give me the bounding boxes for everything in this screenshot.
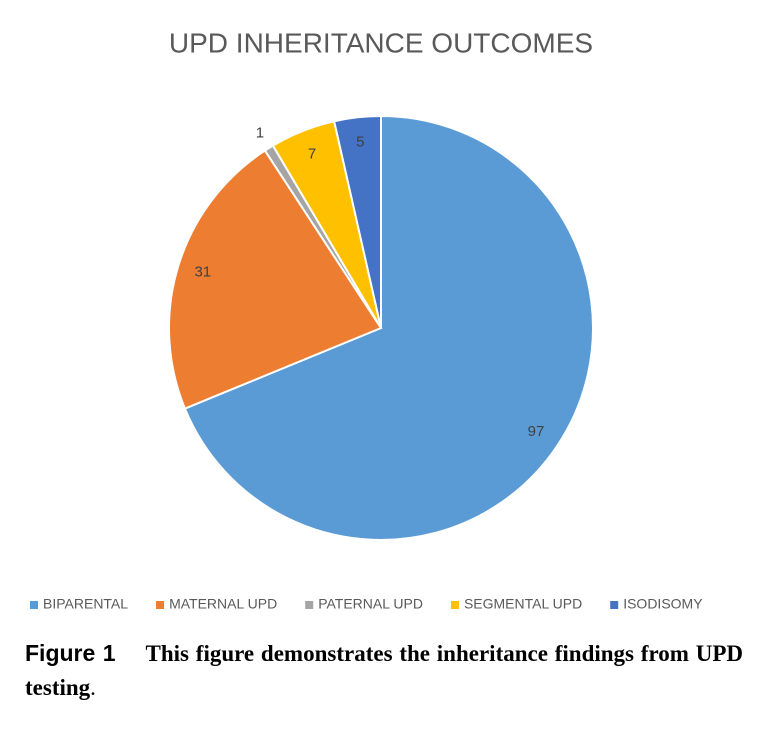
- legend-swatch: [156, 601, 165, 609]
- pie-slice: [183, 114, 594, 541]
- legend-swatch: [610, 601, 619, 609]
- chart-title: UPD INHERITANCE OUTCOMES: [169, 27, 593, 58]
- pie-slice: [332, 114, 382, 329]
- data-label: 5: [356, 134, 364, 151]
- legend-label: PATERNAL UPD: [318, 596, 423, 612]
- legend-label: SEGMENTAL UPD: [464, 596, 582, 612]
- legend-swatch: [30, 601, 38, 609]
- caption-text: This figure demonstrates the inheritance…: [25, 641, 743, 700]
- caption: Figure 1 This figure demonstrates the inh…: [25, 636, 743, 705]
- data-label: 97: [528, 423, 545, 440]
- legend-swatch: [305, 601, 314, 609]
- data-label: 7: [308, 146, 316, 163]
- legend-swatch: [450, 601, 459, 609]
- data-label: 31: [194, 264, 211, 281]
- pie-slice: [168, 149, 383, 410]
- legend-label: MATERNAL UPD: [169, 596, 277, 612]
- legend-label: ISODISOMY: [623, 596, 703, 612]
- data-label: 1: [256, 125, 264, 142]
- legend-label: BIPARENTAL: [43, 596, 128, 612]
- chart: UPD INHERITANCE OUTCOMES 97 31 1 7 5 BIPARENT…: [30, 27, 703, 612]
- caption-label: Figure 1: [25, 640, 116, 666]
- caption-end: .: [90, 675, 96, 700]
